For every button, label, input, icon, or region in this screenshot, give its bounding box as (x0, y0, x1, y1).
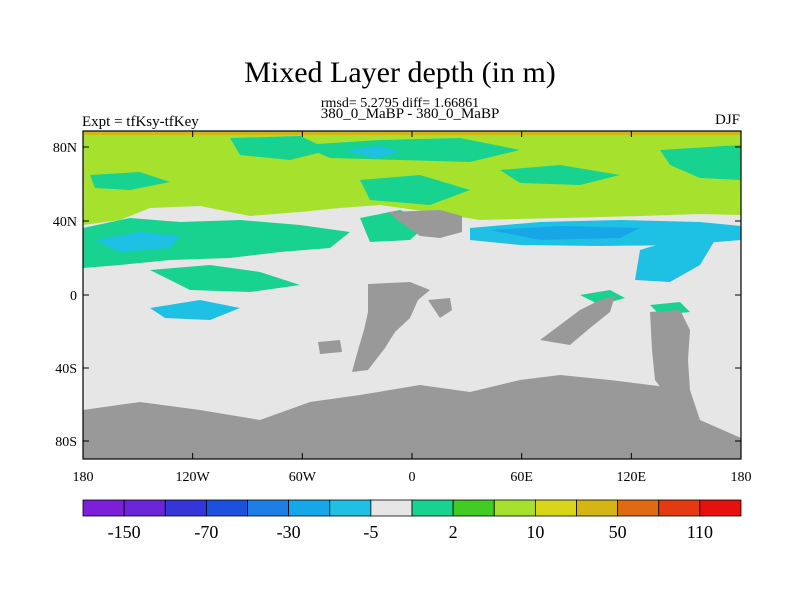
colorbar: -150 -70 -30 -5 2 10 50 110 (82, 499, 742, 542)
field-north-green-6 (90, 172, 170, 190)
field-north-green-1 (230, 136, 330, 160)
field-north-green-2 (300, 138, 520, 162)
colorbar-label: -5 (363, 522, 378, 542)
land-africa-2 (428, 298, 452, 318)
field-north-cyan (345, 146, 400, 158)
lon-tick-label: 0 (409, 470, 416, 485)
field-north-green-3 (360, 175, 470, 205)
colorbar-swatch (123, 499, 166, 517)
colorbar-swatch (82, 499, 125, 517)
land-small-islands (318, 340, 342, 354)
field-north-green-5 (660, 145, 741, 180)
longitude-axis: 180 120W 60W 0 60E 120E 180 (73, 131, 752, 485)
colorbar-swatch (370, 499, 413, 517)
field-east-blue-band (490, 226, 640, 240)
experiment-left-label: Expt = tfKsy-tfKey (82, 114, 199, 130)
colorbar-swatch (205, 499, 248, 517)
land-indian-islands (540, 296, 615, 345)
colorbar-label: 110 (687, 522, 713, 542)
land-africa-south-america (352, 282, 430, 372)
field-north-green-4 (500, 165, 620, 185)
colorbar-swatch (329, 499, 372, 517)
colorbar-label: 10 (526, 522, 544, 542)
colorbar-label: -70 (194, 522, 218, 542)
colorbar-swatch (493, 499, 536, 517)
colorbar-swatch (534, 499, 577, 517)
lat-tick-label: 80S (55, 435, 77, 450)
field-east-cyan-blob (635, 235, 715, 282)
lon-tick-label: 120E (617, 470, 647, 485)
field-midlat-green-west (83, 218, 350, 268)
lat-tick-label: 40S (55, 362, 77, 377)
colorbar-swatch (699, 499, 742, 517)
lat-tick-label: 80N (53, 141, 77, 156)
plot-title: Mixed Layer depth (in m) (244, 56, 556, 89)
rmsd-diff-subtitle: rmsd= 5.2795 diff= 1.66861 (320, 96, 480, 111)
colorbar-label: 2 (449, 522, 458, 542)
map-panel (82, 130, 742, 460)
lon-tick-label: 180 (731, 470, 752, 485)
colorbar-swatch (411, 499, 454, 517)
lon-tick-label: 60E (510, 470, 533, 485)
land-southern-west-shelf (83, 428, 300, 459)
lat-tick-label: 40N (53, 215, 77, 230)
lon-tick-label: 180 (73, 470, 94, 485)
field-midlat-cyan-2 (150, 300, 240, 320)
colorbar-label: -30 (277, 522, 301, 542)
latitude-axis: 80N 40N 0 40S 80S (53, 141, 741, 450)
colorbar-swatch (617, 499, 660, 517)
colorbar-label: 50 (609, 522, 627, 542)
season-label: DJF (714, 112, 740, 128)
land-north-atlantic-islands (388, 210, 462, 238)
experiment-center-label: 380_0_MaBP - 380_0_MaBP (320, 106, 500, 122)
field-east-green-bits (580, 290, 625, 305)
lat-tick-label: 0 (70, 289, 77, 304)
colorbar-swatch (247, 499, 290, 517)
colorbar-swatch (288, 499, 331, 517)
field-midlat-green-2 (150, 265, 300, 292)
land-east-continent (650, 310, 690, 400)
field-midlat-cyan-west (95, 232, 180, 252)
colorbar-swatch (452, 499, 495, 517)
colorbar-swatch (576, 499, 619, 517)
colorbar-swatch (658, 499, 701, 517)
colorbar-label: -150 (108, 522, 141, 542)
colorbar-swatch (164, 499, 207, 517)
lon-tick-label: 60W (289, 470, 317, 485)
lon-tick-label: 120W (176, 470, 211, 485)
